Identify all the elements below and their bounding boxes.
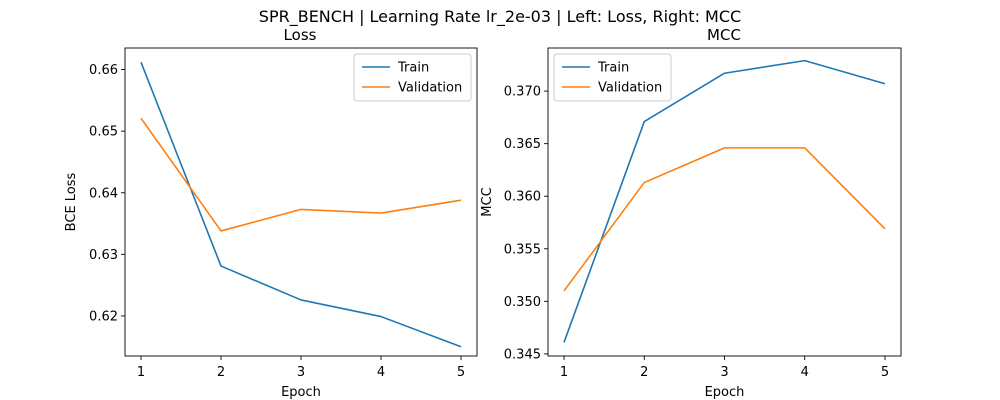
x-tick-label: 5 <box>881 365 889 380</box>
y-tick-label: 0.66 <box>89 63 118 78</box>
mcc-y-axis-label: MCC <box>480 187 495 216</box>
mcc-x-axis-label: Epoch <box>705 385 745 400</box>
x-tick-label: 1 <box>137 365 145 380</box>
legend-label-train: Train <box>397 61 429 76</box>
loss-legend: Train Validation <box>353 53 472 102</box>
legend-label-train: Train <box>597 61 629 76</box>
mcc-series-train-line <box>563 59 886 343</box>
x-tick-label: 2 <box>217 365 225 380</box>
y-tick-label: 0.355 <box>504 242 541 257</box>
y-tick-label: 0.370 <box>504 85 541 100</box>
loss-x-axis-label: Epoch <box>281 385 321 400</box>
y-tick-label: 0.65 <box>89 125 118 140</box>
y-tick-label: 0.360 <box>504 190 541 205</box>
y-tick-label: 0.62 <box>89 309 118 324</box>
x-tick-label: 3 <box>297 365 305 380</box>
y-tick-label: 0.64 <box>89 186 118 201</box>
legend-frame <box>353 53 472 102</box>
loss-panel: Loss 1 2 3 4 5 0.62 0.63 0.64 0.65 0.66 Epoch BCE Lo… <box>64 26 478 400</box>
x-tick-label: 3 <box>720 365 728 380</box>
y-tick-label: 0.365 <box>504 137 541 152</box>
x-tick-label: 5 <box>457 365 465 380</box>
legend-frame <box>553 53 672 102</box>
x-tick-label: 4 <box>377 365 385 380</box>
y-tick-label: 0.63 <box>89 248 118 263</box>
mcc-panel: MCC 1 2 3 4 5 0.345 0.350 0.355 0.360 0.365 0.370 Ep… <box>480 26 902 400</box>
legend-label-validation: Validation <box>398 81 462 96</box>
x-tick-label: 4 <box>801 365 809 380</box>
loss-y-axis-label: BCE Loss <box>64 172 79 231</box>
mcc-panel-title: MCC <box>707 26 741 44</box>
loss-series-train-line <box>140 61 462 348</box>
loss-series-validation-line <box>140 117 462 232</box>
legend-label-validation: Validation <box>598 81 662 96</box>
mcc-series-validation-line <box>563 147 886 292</box>
mcc-legend: Train Validation <box>553 53 672 102</box>
y-tick-label: 0.345 <box>504 347 541 362</box>
y-tick-label: 0.350 <box>504 295 541 310</box>
loss-panel-title: Loss <box>284 26 317 44</box>
figure-title: SPR_BENCH | Learning Rate lr_2e-03 | Lef… <box>259 7 741 27</box>
x-tick-label: 1 <box>560 365 568 380</box>
x-tick-label: 2 <box>640 365 648 380</box>
